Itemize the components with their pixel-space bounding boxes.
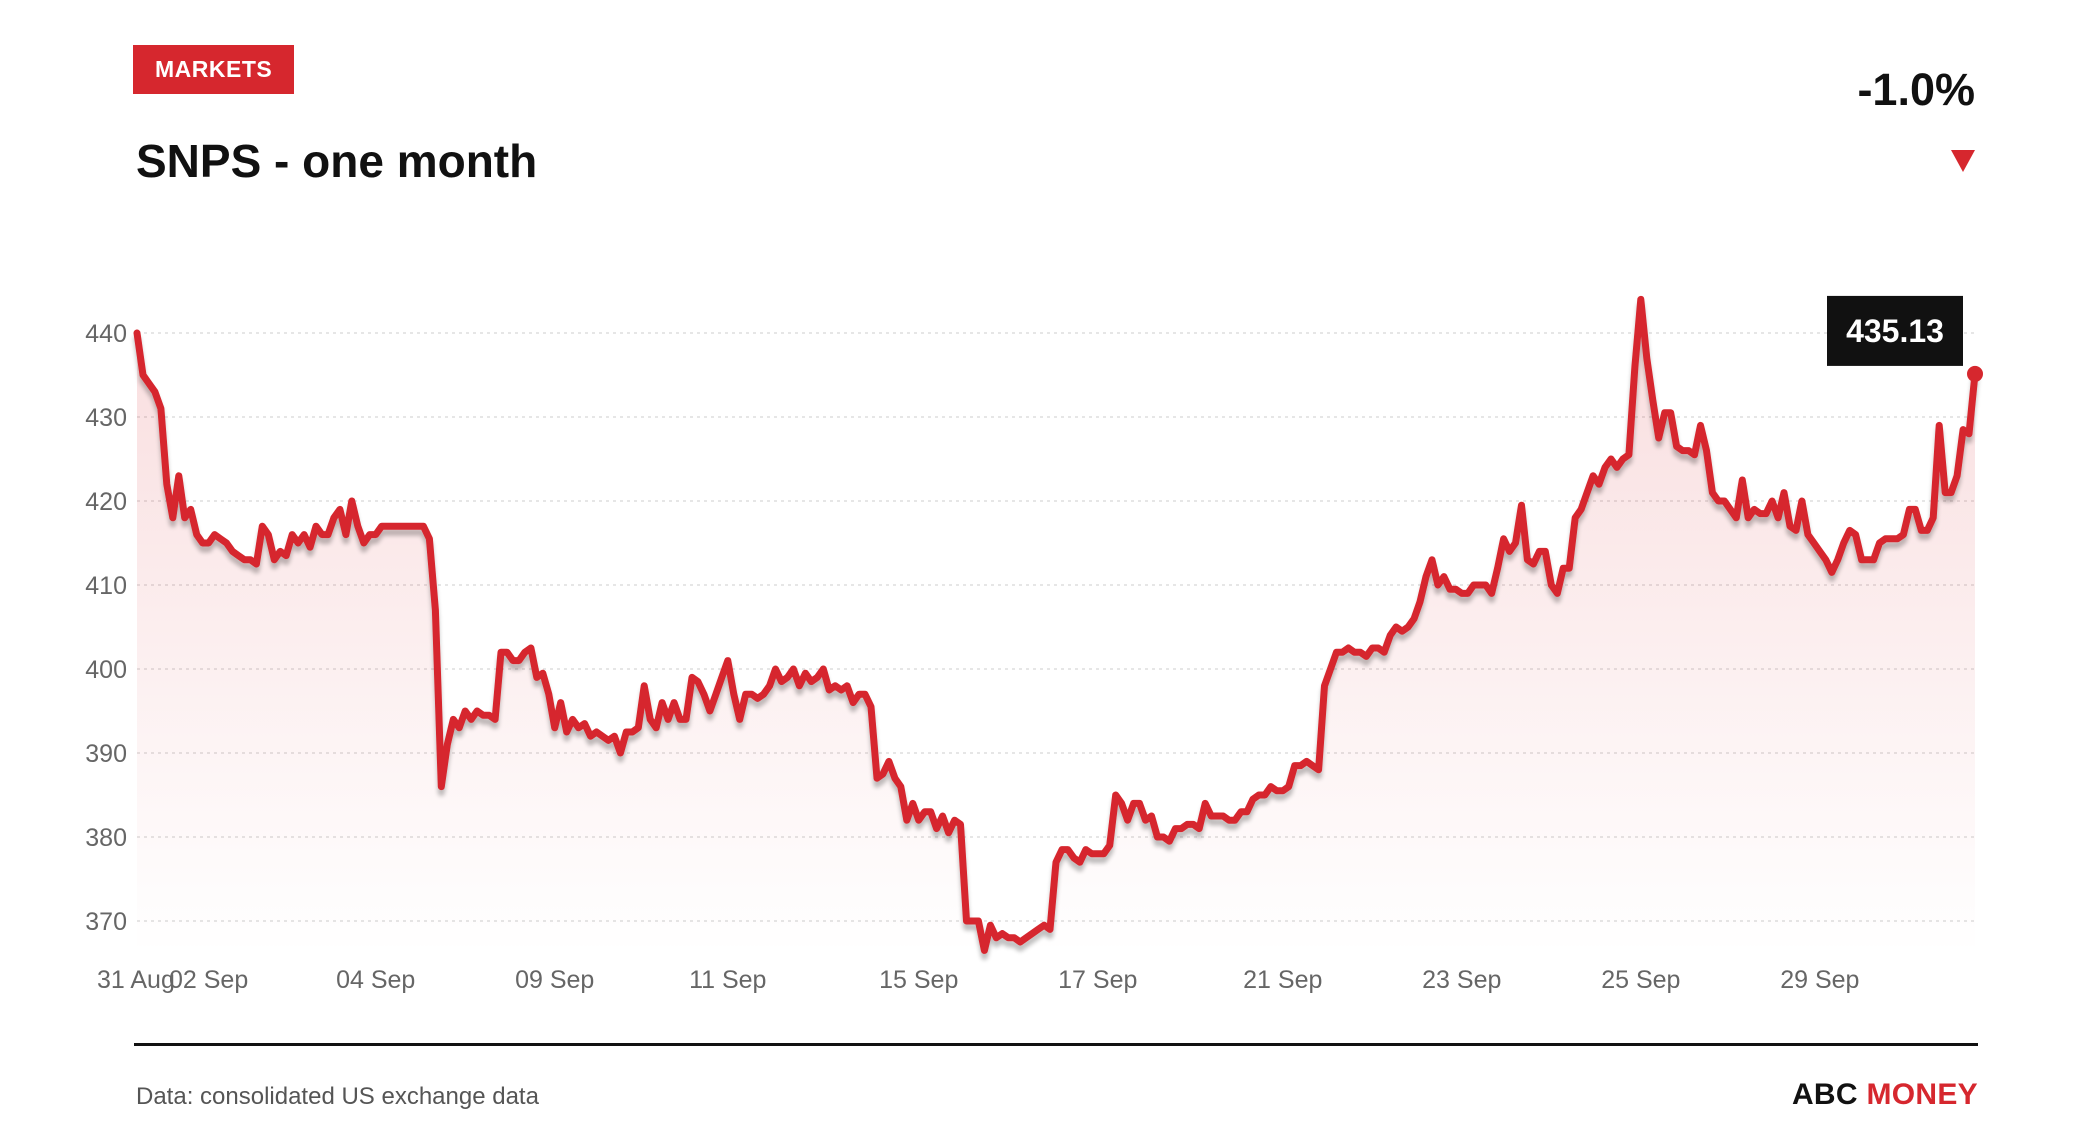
brand-logo-part1: ABC [1791, 1078, 1858, 1111]
x-tick-label: 04 Sep [336, 966, 415, 994]
x-tick-label: 11 Sep [689, 966, 766, 994]
last-price-dot [1967, 365, 1983, 382]
data-source: Data: consolidated US exchange data [136, 1083, 539, 1110]
y-tick-label: 380 [85, 824, 127, 852]
footer-rule [134, 1043, 1978, 1046]
x-tick-label: 29 Sep [1780, 966, 1859, 994]
brand-logo-part2: MONEY [1866, 1078, 1978, 1111]
y-tick-label: 400 [85, 656, 127, 684]
price-area [137, 299, 1975, 955]
x-tick-label: 17 Sep [1058, 966, 1137, 994]
last-price-label-box [1827, 295, 1963, 366]
x-tick-label: 02 Sep [169, 966, 248, 994]
markets-badge: MARKETS [133, 45, 295, 94]
x-tick-label: 09 Sep [515, 966, 594, 994]
percent-change: -1.0% [1857, 64, 1975, 115]
down-triangle-icon [1951, 150, 1975, 172]
y-tick-label: 410 [85, 572, 127, 600]
x-tick-label: 25 Sep [1601, 966, 1680, 994]
y-tick-label: 370 [85, 908, 127, 936]
y-tick-label: 390 [85, 740, 127, 768]
brand-logo: ABC MONEY [1792, 1078, 1978, 1112]
x-tick-label: 21 Sep [1243, 966, 1322, 994]
y-tick-label: 440 [85, 320, 127, 348]
y-tick-label: 430 [85, 404, 127, 432]
chart-title: SNPS - one month [136, 135, 538, 187]
x-tick-label: 23 Sep [1422, 966, 1501, 994]
x-tick-label: 31 Aug [97, 966, 175, 994]
y-tick-label: 420 [85, 488, 127, 516]
x-tick-label: 15 Sep [879, 966, 958, 994]
last-price-label: 435.13 [1846, 313, 1944, 349]
y-axis-ticks: 370 380 390 400 410 420 430 440 [85, 320, 127, 936]
price-line [133, 295, 1979, 954]
